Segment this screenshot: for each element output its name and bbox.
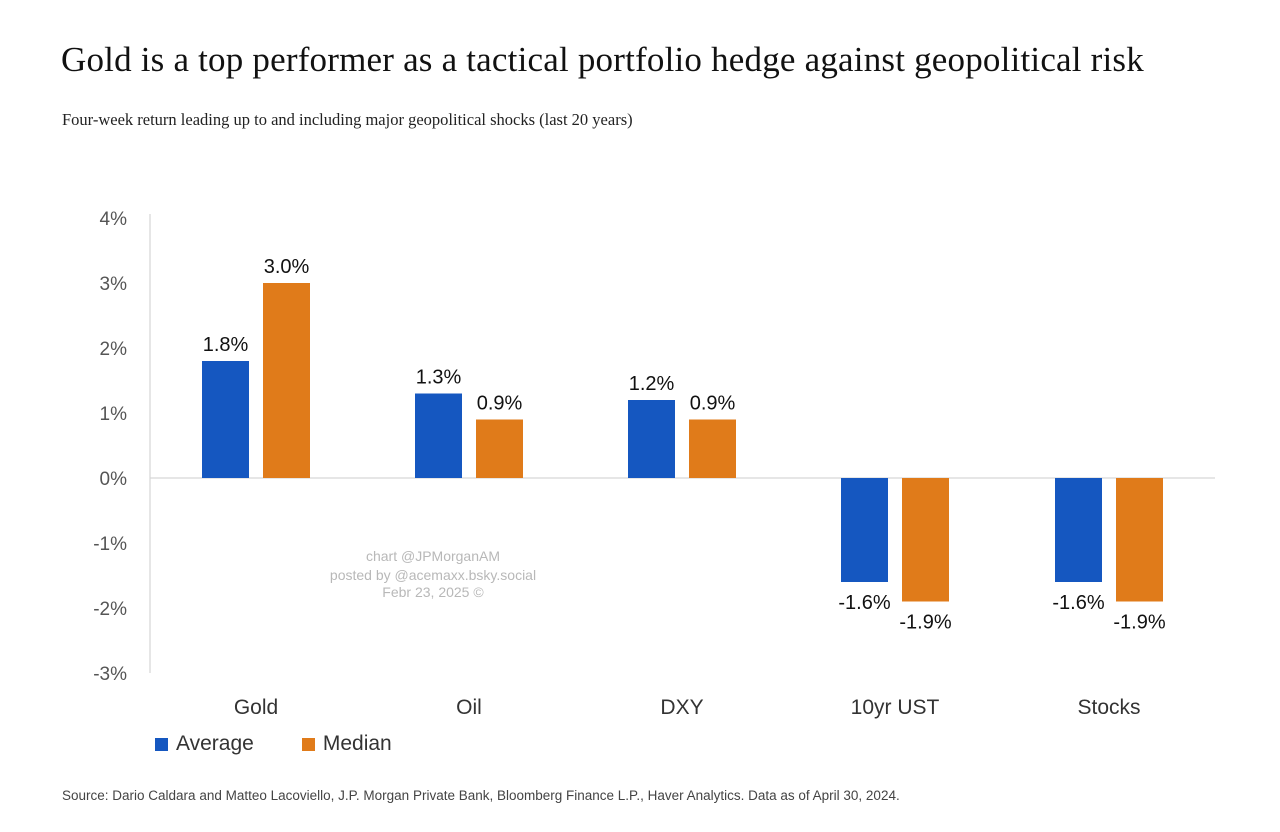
x-tick-label: 10yr UST (851, 696, 940, 719)
data-label: 1.8% (203, 334, 249, 356)
y-tick-label: 4% (100, 209, 128, 230)
bar-average (1055, 478, 1102, 582)
legend-label-average: Average (176, 732, 254, 755)
y-tick-label: -2% (93, 599, 127, 620)
data-label: 0.9% (477, 393, 523, 415)
y-tick-label: 2% (100, 339, 128, 360)
bar-median (1116, 478, 1163, 602)
legend-swatch-average (155, 737, 168, 751)
bar-median (689, 419, 736, 478)
legend-item-median: Median (301, 732, 392, 756)
legend: Average Median (155, 732, 392, 756)
y-tick-label: 3% (100, 274, 128, 295)
data-label: 3.0% (264, 256, 310, 278)
x-tick-label: Oil (456, 696, 482, 719)
bar-average (202, 361, 249, 478)
legend-swatch-median (301, 737, 315, 751)
bar-median (476, 419, 523, 478)
bar-average (841, 478, 888, 582)
data-label: -1.6% (1052, 592, 1104, 614)
y-tick-label: -3% (93, 664, 127, 685)
watermark: chart @JPMorganAM posted by @acemaxx.bsk… (330, 548, 536, 600)
bar-average (628, 400, 675, 478)
source-note: Source: Dario Caldara and Matteo Lacovie… (62, 788, 900, 803)
y-tick-label: 0% (100, 469, 128, 490)
bar-median (263, 283, 310, 478)
legend-label-median: Median (322, 732, 392, 755)
bar-average (415, 393, 462, 478)
data-label: -1.9% (1113, 612, 1165, 634)
watermark-line-2: posted by @acemaxx.bsky.social (330, 567, 536, 583)
data-label: -1.9% (899, 612, 951, 634)
watermark-line-3: Febr 23, 2025 © (382, 584, 484, 600)
data-label: 0.9% (690, 393, 736, 415)
y-tick-label: -1% (93, 534, 127, 555)
chart-subtitle: Four-week return leading up to and inclu… (62, 110, 633, 129)
bar-median (902, 478, 949, 602)
legend-item-average: Average (155, 732, 254, 756)
y-tick-label: 1% (100, 404, 128, 425)
data-label: -1.6% (838, 592, 890, 614)
x-tick-label: Stocks (1077, 696, 1140, 719)
watermark-line-1: chart @JPMorganAM (366, 548, 500, 564)
data-label: 1.3% (416, 367, 462, 389)
chart-title: Gold is a top performer as a tactical po… (61, 40, 1144, 79)
data-label: 1.2% (629, 373, 675, 395)
x-tick-label: DXY (660, 696, 703, 719)
x-tick-label: Gold (234, 696, 278, 719)
